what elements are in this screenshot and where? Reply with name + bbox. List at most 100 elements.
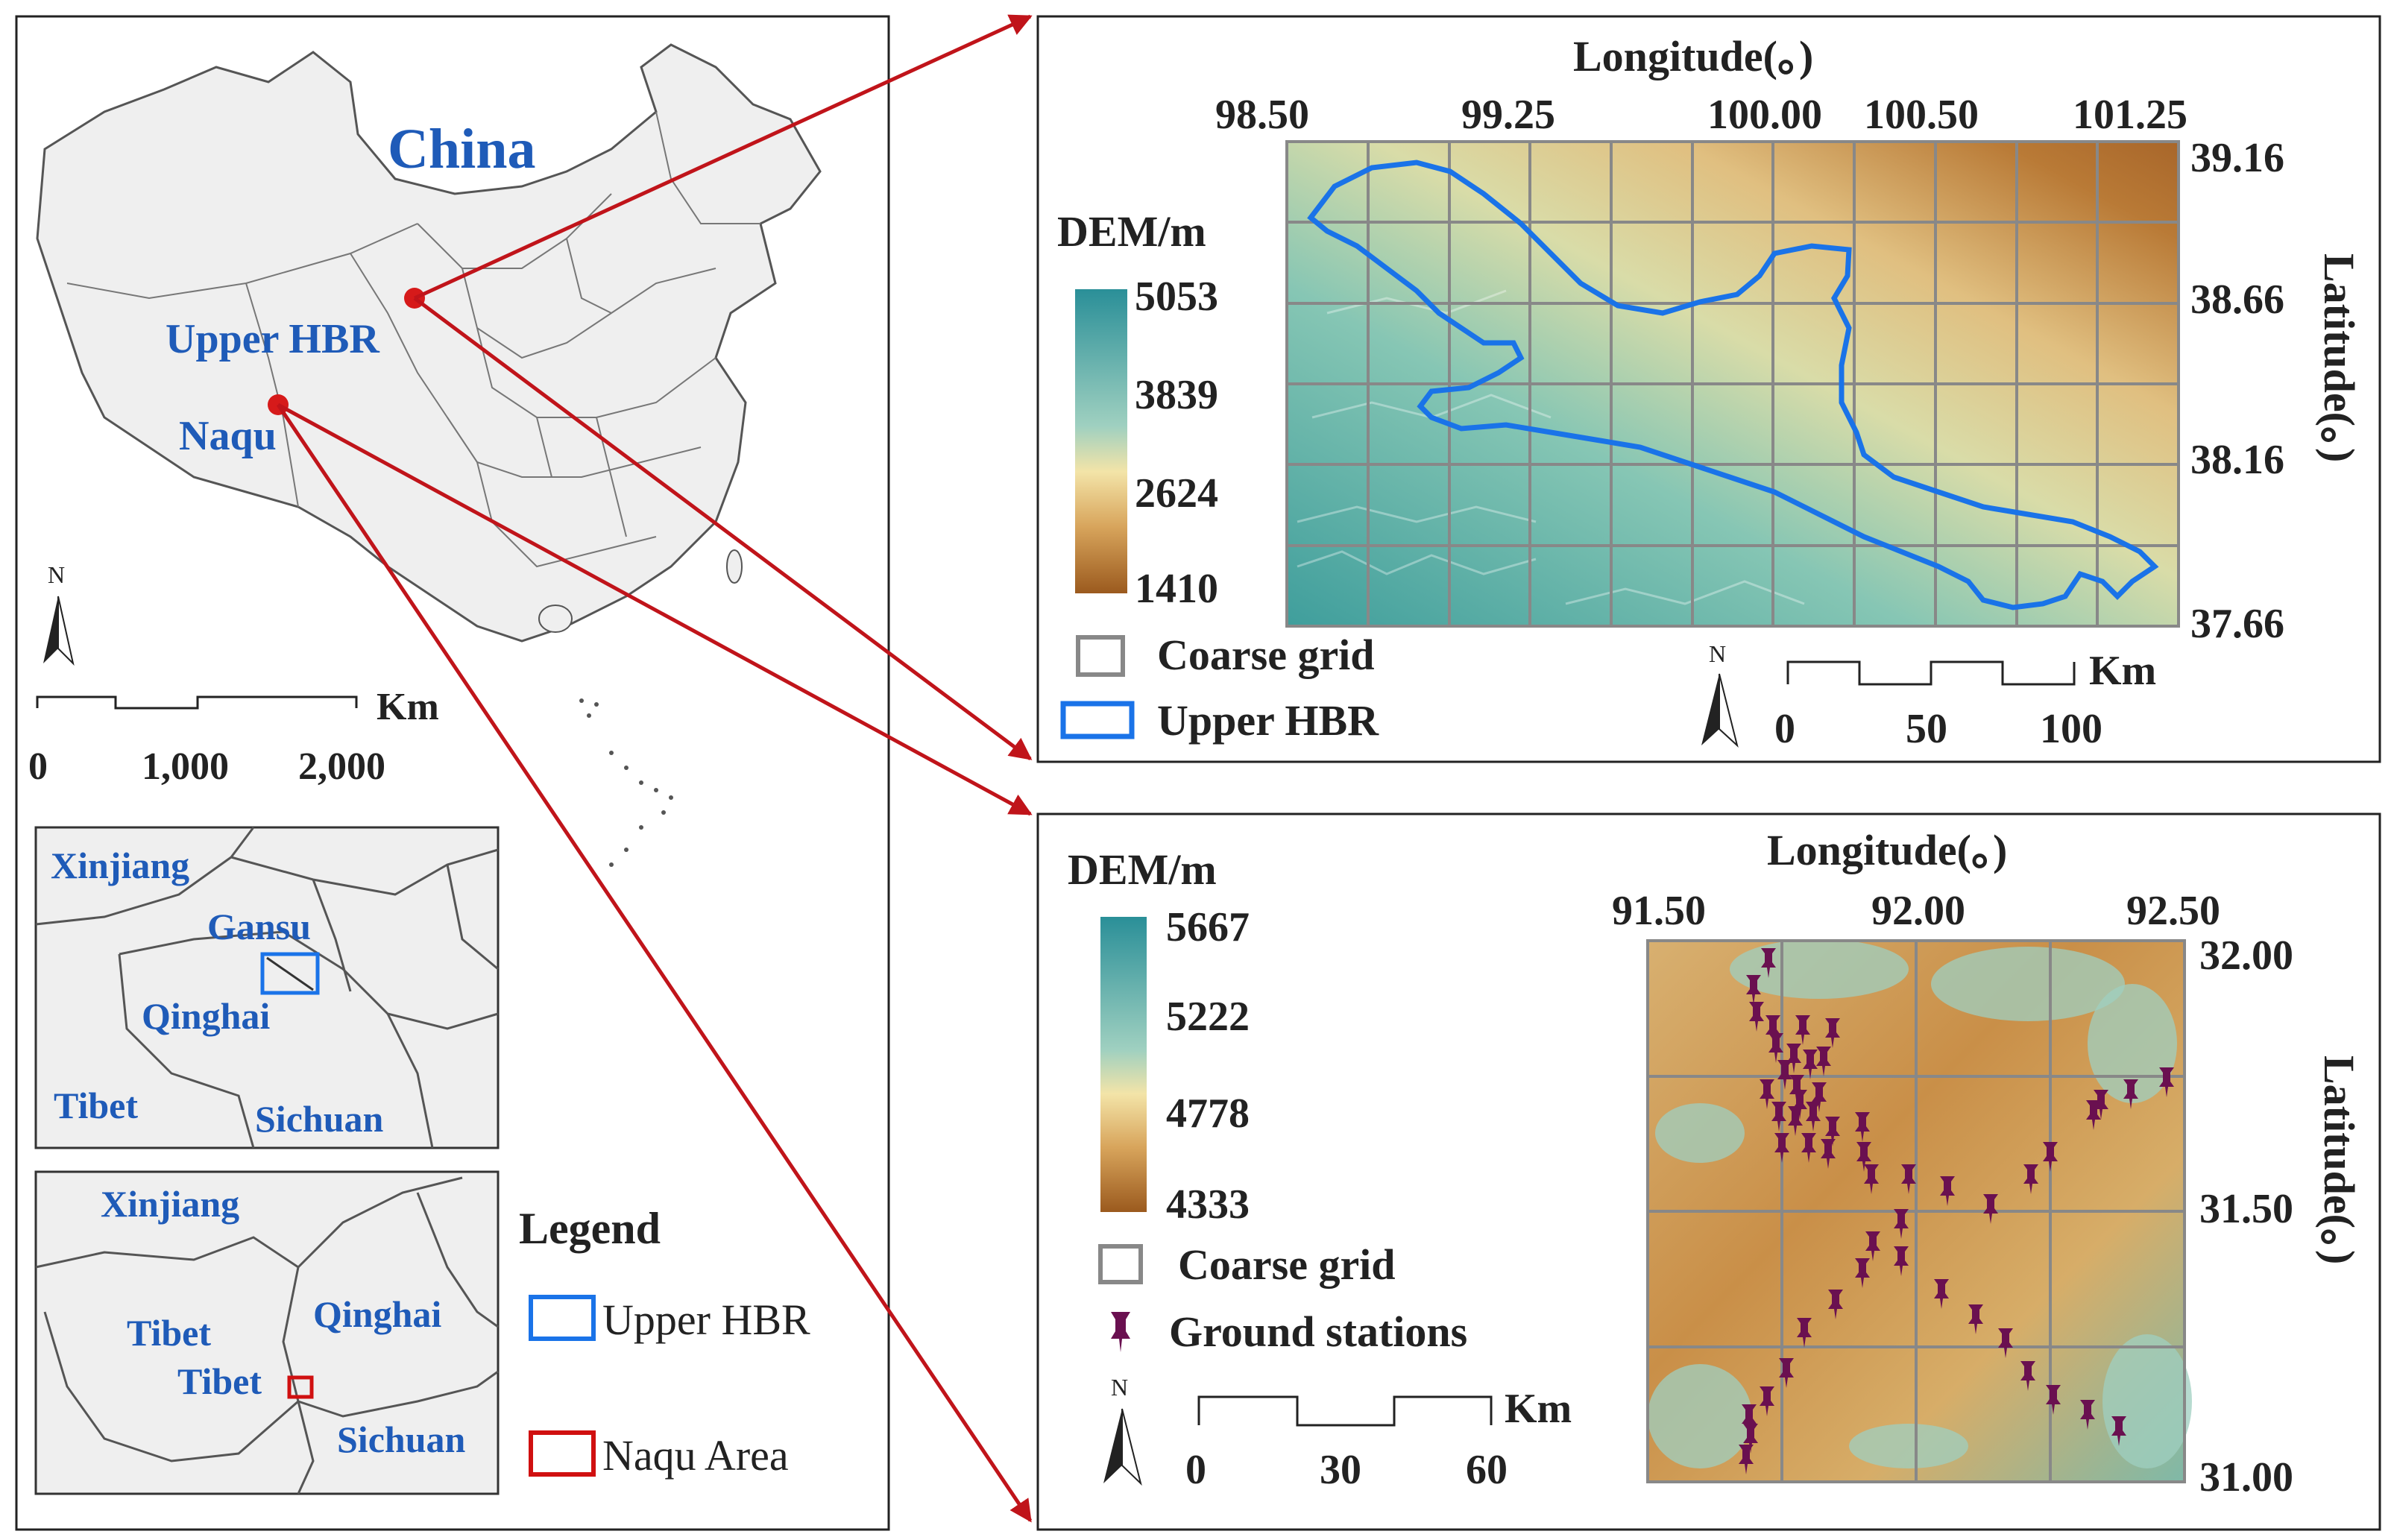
naqu-legend-grid-label: Coarse grid (1178, 1240, 1396, 1289)
arrow-naqu-top (277, 403, 1033, 816)
hbr-lat-title: Latitude(。) (2315, 253, 2363, 462)
hbr-scale-tick-1: 50 (1906, 706, 1947, 752)
ground-station-marker (1825, 1018, 1840, 1048)
ground-station-marker (1795, 1015, 1810, 1045)
naqu-scale-tick-0: 0 (1185, 1447, 1206, 1493)
hbr-lon-tick-3: 100.50 (1864, 92, 1979, 138)
hbr-legend-grid-swatch (1076, 635, 1125, 677)
inset-upper-label-qinghai: Qinghai (142, 995, 270, 1037)
naqu-dem-value-1: 5222 (1166, 994, 1250, 1040)
ground-station-marker (1760, 1079, 1774, 1109)
naqu-legend-grid-swatch (1098, 1244, 1143, 1284)
ground-station-marker (2023, 1164, 2038, 1194)
hbr-lat-tick-0: 39.16 (2190, 135, 2284, 181)
ground-station-marker (1934, 1279, 1949, 1309)
naqu-dem-value-2: 4778 (1166, 1091, 1250, 1137)
naqu-dem-colorbar (1100, 917, 1147, 1212)
connector-arrows (276, 14, 1033, 1523)
south-sea-islands (579, 698, 673, 867)
ground-station-marker (2111, 1416, 2126, 1446)
inset-naqu-label-sichuan: Sichuan (337, 1418, 466, 1460)
inset-upper-boundaries (35, 827, 499, 1149)
ground-station-marker (2043, 1142, 2058, 1172)
svg-text:N: N (1709, 640, 1726, 667)
legend-naqu-swatch (529, 1430, 596, 1477)
inset-naqu-boundaries (35, 1176, 499, 1495)
naqu-scale-tick-1: 30 (1320, 1447, 1361, 1493)
ground-station-marker (1821, 1139, 1836, 1169)
ground-station-marker (2094, 1090, 2108, 1120)
hbr-lon-tick-4: 101.25 (2073, 92, 2187, 138)
ground-station-marker (2020, 1361, 2035, 1391)
inset-naqu-label-tibet-2: Tibet (177, 1360, 262, 1402)
hbr-dem-value-2: 2624 (1135, 470, 1218, 517)
ground-station-marker (1998, 1328, 2013, 1358)
naqu-north-arrow: N (1103, 1374, 1142, 1486)
naqu-dem-title: DEM/m (1068, 845, 1217, 894)
naqu-lon-tick-1: 92.00 (1871, 888, 1965, 934)
hbr-lat-tick-2: 38.16 (2190, 437, 2284, 483)
ground-station-marker (1828, 1290, 1843, 1319)
svg-text:N: N (1111, 1374, 1128, 1401)
naqu-lat-tick-1: 31.50 (2199, 1186, 2293, 1232)
hbr-lon-title: Longitude(。) (1573, 32, 1813, 81)
ground-station-marker (2123, 1079, 2138, 1109)
province-boundaries (66, 111, 760, 568)
hbr-lat-tick-1: 38.66 (2190, 277, 2284, 323)
inset-naqu-label-tibet-1: Tibet (127, 1312, 211, 1354)
ground-station-marker (1774, 1133, 1789, 1163)
naqu-scale-bar (1197, 1395, 1493, 1427)
naqu-ground-stations (1739, 948, 2174, 1474)
ground-station-marker (1761, 948, 1776, 978)
ground-station-marker (1749, 1002, 1764, 1032)
hbr-legend-basin-label: Upper HBR (1157, 696, 1379, 745)
legend-naqu-label: Naqu Area (602, 1431, 789, 1480)
ground-station-marker (1816, 1047, 1831, 1076)
hbr-dem-colorbar (1075, 289, 1127, 593)
ground-station-marker (1855, 1112, 1870, 1142)
inset-naqu-label-qinghai: Qinghai (313, 1293, 441, 1335)
inset-upper-label-xinjiang: Xinjiang (51, 845, 189, 886)
ground-station-marker (1760, 1386, 1774, 1416)
hbr-coarse-grid (1285, 140, 2180, 628)
inset-upper-hbr-box (260, 952, 320, 995)
arrow-hbr-top (413, 14, 1033, 300)
inset-naqu-label-xinjiang: Xinjiang (101, 1183, 239, 1225)
ground-station-marker (2046, 1385, 2061, 1415)
inset-naqu-frame (34, 1170, 500, 1495)
naqu-lon-title: Longitude(。) (1767, 826, 2007, 874)
ground-station-marker (1801, 1133, 1816, 1163)
ground-station-marker (1771, 1102, 1786, 1132)
china-outline (36, 43, 822, 643)
naqu-dem-value-0: 5667 (1166, 904, 1250, 950)
ground-station-marker (1777, 1060, 1792, 1090)
naqu-dem-value-3: 4333 (1166, 1181, 1250, 1228)
upper-hbr-label: Upper HBR (166, 316, 379, 362)
hbr-scale-bar (1786, 660, 2076, 686)
ground-station-marker (1797, 1318, 1812, 1348)
overview-scale-tick-2: 2,000 (298, 745, 385, 788)
ground-station-marker (1779, 1358, 1794, 1388)
hbr-lon-tick-1: 99.25 (1461, 92, 1555, 138)
naqu-lat-title: Latitude(。) (2315, 1055, 2363, 1264)
islands (538, 549, 743, 633)
hbr-lon-tick-2: 100.00 (1707, 92, 1822, 138)
hbr-dem-value-0: 5053 (1135, 274, 1218, 320)
hbr-lon-tick-0: 98.50 (1215, 92, 1309, 138)
ground-station-marker (1739, 1445, 1754, 1474)
naqu-scale-tick-2: 60 (1466, 1447, 1508, 1493)
ground-station-marker (1901, 1164, 1916, 1194)
svg-text:N: N (48, 561, 65, 588)
ground-station-marker (1940, 1176, 1955, 1206)
china-title: China (388, 118, 536, 180)
legend-upper-hbr-swatch (529, 1295, 596, 1341)
overview-north-arrow: N (43, 561, 75, 666)
naqu-legend-station-label: Ground stations (1169, 1307, 1467, 1356)
ground-station-marker (1746, 975, 1761, 1005)
ground-station-marker (1983, 1194, 1998, 1224)
ground-station-marker (1855, 1258, 1870, 1288)
naqu-lon-tick-0: 91.50 (1612, 888, 1706, 934)
ground-station-marker (1864, 1164, 1879, 1194)
ground-station-marker (1894, 1246, 1909, 1276)
